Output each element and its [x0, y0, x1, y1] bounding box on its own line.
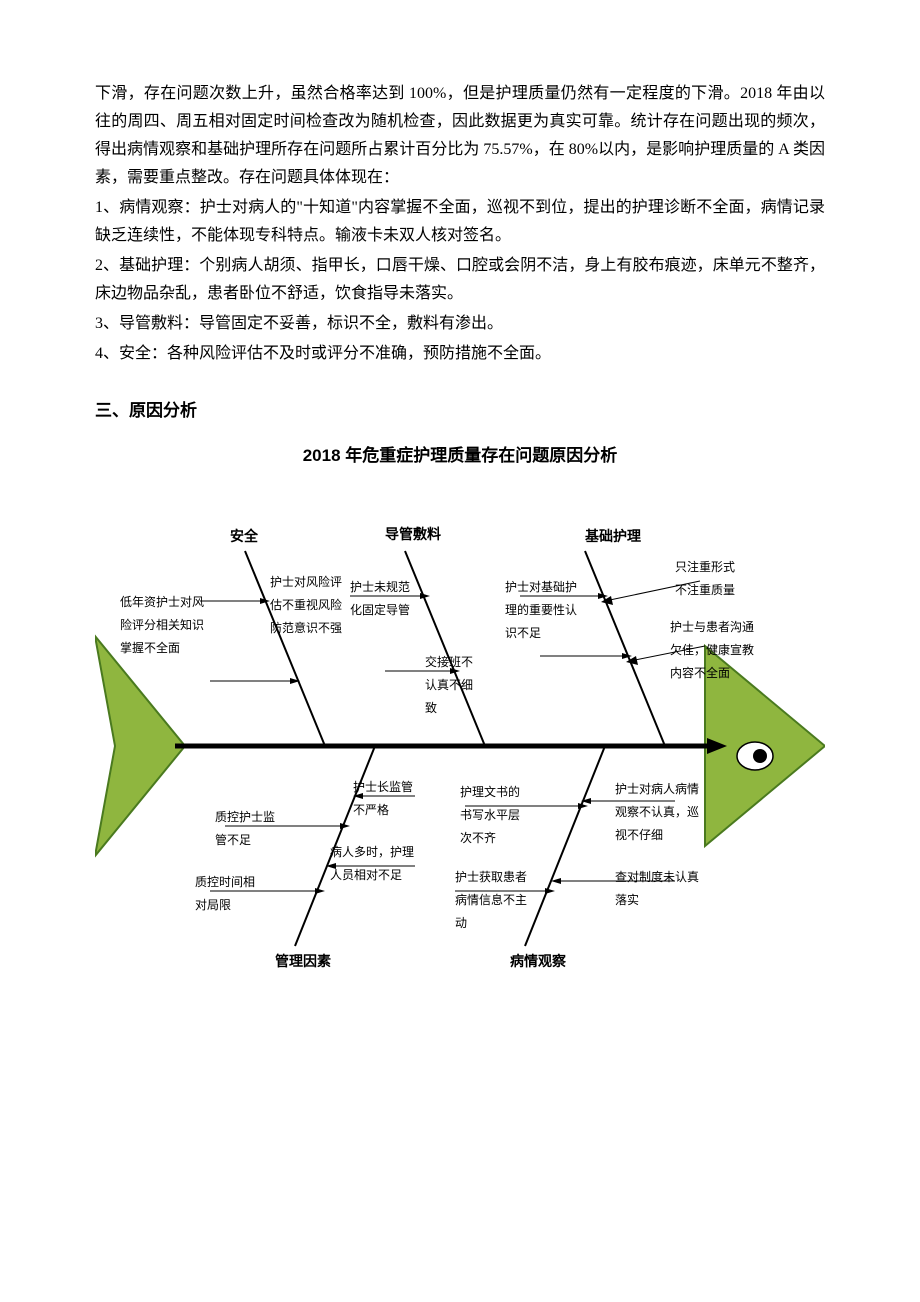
text-b2b: 护士获取患者病情信息不主动	[455, 866, 530, 934]
category-bot-2: 病情观察	[510, 951, 566, 971]
text-t2a: 护士未规范化固定导管	[350, 576, 420, 622]
paragraph-intro: 下滑，存在问题次数上升，虽然合格率达到 100%，但是护理质量仍然有一定程度的下…	[95, 80, 825, 192]
text-b1b: 质控时间相对局限	[195, 871, 255, 917]
category-top-2: 导管敷料	[385, 524, 441, 544]
paragraph-item-4: 4、安全：各种风险评估不及时或评分不准确，预防措施不全面。	[95, 340, 825, 368]
text-b2c: 护士对病人病情观察不认真，巡视不仔细	[615, 778, 710, 846]
fish-tail	[95, 636, 185, 856]
category-top-1: 安全	[230, 526, 258, 546]
bone-bot-2	[525, 746, 605, 946]
text-t1a: 低年资护士对风险评分相关知识掌握不全面	[120, 591, 205, 659]
bone-top-3	[585, 551, 665, 746]
paragraph-item-3: 3、导管敷料：导管固定不妥善，标识不全，敷料有渗出。	[95, 310, 825, 338]
section-heading: 三、原因分析	[95, 396, 825, 421]
text-b1a: 质控护士监管不足	[215, 806, 275, 852]
fishbone-diagram: 安全 导管敷料 基础护理 管理因素 病情观察 低年资护士对风险评分相关知识掌握不…	[95, 496, 825, 996]
text-t3b: 只注重形式不注重质量	[675, 556, 745, 602]
paragraph-item-1: 1、病情观察：护士对病人的"十知道"内容掌握不全面，巡视不到位，提出的护理诊断不…	[95, 194, 825, 250]
text-b2a: 护理文书的书写水平层次不齐	[460, 781, 530, 849]
text-t2b: 交接班不认真不细致	[425, 651, 480, 719]
fish-eye-pupil	[753, 749, 767, 763]
text-t3c: 护士与患者沟通欠佳，健康宣教内容不全面	[670, 616, 760, 684]
text-b1d: 病人多时，护理人员相对不足	[330, 841, 420, 887]
text-b1c: 护士长监管不严格	[353, 776, 423, 822]
paragraph-item-2: 2、基础护理：个别病人胡须、指甲长，口唇干燥、口腔或会阴不洁，身上有胶布痕迹，床…	[95, 252, 825, 308]
category-bot-1: 管理因素	[275, 951, 331, 971]
text-t3a: 护士对基础护理的重要性认识不足	[505, 576, 585, 644]
text-t1b: 护士对风险评估不重视风险防范意识不强	[270, 571, 348, 639]
text-b2d: 查对制度未认真落实	[615, 866, 710, 912]
diagram-title: 2018 年危重症护理质量存在问题原因分析	[95, 441, 825, 466]
category-top-3: 基础护理	[585, 526, 641, 546]
